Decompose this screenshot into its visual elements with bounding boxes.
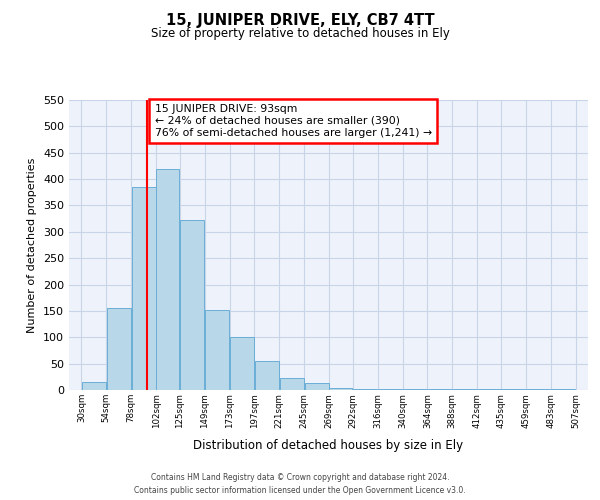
Bar: [280, 378, 304, 390]
Y-axis label: Number of detached properties: Number of detached properties: [28, 158, 37, 332]
Bar: [205, 310, 229, 390]
Bar: [305, 383, 329, 390]
Text: Contains HM Land Registry data © Crown copyright and database right 2024.: Contains HM Land Registry data © Crown c…: [151, 472, 449, 482]
Bar: [255, 361, 279, 390]
Bar: [329, 388, 352, 390]
Text: Size of property relative to detached houses in Ely: Size of property relative to detached ho…: [151, 28, 449, 40]
Bar: [180, 220, 204, 390]
Bar: [230, 336, 254, 390]
Bar: [131, 187, 155, 390]
Text: Contains public sector information licensed under the Open Government Licence v3: Contains public sector information licen…: [134, 486, 466, 495]
Bar: [107, 308, 131, 390]
Text: 15 JUNIPER DRIVE: 93sqm
← 24% of detached houses are smaller (390)
76% of semi-d: 15 JUNIPER DRIVE: 93sqm ← 24% of detache…: [155, 104, 432, 138]
X-axis label: Distribution of detached houses by size in Ely: Distribution of detached houses by size …: [193, 439, 464, 452]
Bar: [353, 389, 377, 390]
Text: 15, JUNIPER DRIVE, ELY, CB7 4TT: 15, JUNIPER DRIVE, ELY, CB7 4TT: [166, 12, 434, 28]
Bar: [82, 382, 106, 390]
Bar: [157, 168, 179, 390]
